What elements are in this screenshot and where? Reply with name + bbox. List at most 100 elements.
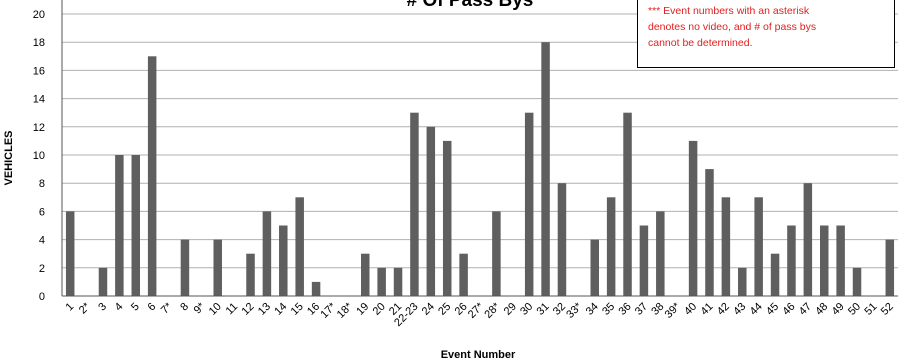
y-tick-label: 12 [33, 122, 45, 134]
bar-47 [803, 183, 813, 296]
x-tick-label: 10 [207, 301, 224, 318]
bar-4 [115, 155, 124, 296]
bar-32 [557, 183, 567, 296]
x-tick-label: 37 [633, 301, 650, 318]
x-tick-label: 31 [535, 301, 552, 318]
bar-37 [639, 225, 649, 296]
axes [61, 0, 898, 297]
bar-16 [311, 281, 321, 296]
x-tick-label: 1 [64, 301, 77, 314]
bar-46 [787, 225, 796, 296]
y-tick-label: 16 [33, 65, 45, 77]
bars [65, 42, 895, 297]
chart-title: # Of Pass Bys [406, 0, 534, 11]
bar-14 [279, 225, 288, 296]
x-tick-label: 13 [256, 301, 273, 318]
x-tick-label: 44 [748, 301, 765, 318]
x-tick-label: 42 [715, 301, 732, 318]
y-tick-label: 2 [39, 263, 45, 275]
bar-10 [213, 239, 222, 296]
note-line-1: *** Event numbers with an asterisk [648, 5, 810, 17]
x-tick-label: 29 [502, 301, 519, 318]
x-tick-label: 34 [584, 301, 601, 318]
x-tick-label: 47 [797, 301, 814, 318]
x-tick-label: 20 [371, 301, 388, 318]
bar-21 [393, 267, 403, 296]
x-tick-label: 51 [862, 301, 879, 318]
bar-35 [606, 197, 616, 296]
x-tick-label: 49 [830, 301, 847, 318]
x-tick-label: 36 [617, 301, 634, 318]
x-tick-label: 18* [335, 300, 356, 321]
y-tick-label: 4 [39, 235, 45, 247]
bar-1 [65, 211, 75, 296]
y-tick-label: 0 [39, 291, 45, 303]
x-tick-label: 40 [682, 301, 699, 318]
bar-50 [852, 267, 862, 296]
x-tick-label: 3 [96, 301, 109, 314]
bar-52 [885, 239, 895, 296]
bar-15 [295, 197, 304, 296]
bar-31 [541, 42, 550, 297]
x-tick-label: 14 [272, 301, 289, 318]
y-tick-label: 8 [39, 178, 45, 190]
x-tick-label: 39* [663, 300, 684, 321]
x-tick-label: 15 [289, 301, 306, 318]
bar-12 [246, 253, 255, 296]
y-tick-label: 20 [33, 9, 45, 21]
x-tick-label: 45 [764, 301, 781, 318]
x-tick-label: 41 [698, 301, 715, 318]
x-tick-label: 19 [354, 301, 371, 318]
bar-20 [377, 267, 386, 296]
x-tick-label: 6 [145, 301, 158, 314]
bar-22-23 [410, 112, 419, 296]
bar-40 [688, 140, 698, 296]
x-tick-label: 4 [113, 301, 126, 314]
x-axis-title: Event Number [441, 349, 516, 361]
bar-38 [656, 211, 665, 296]
x-tick-label: 30 [518, 301, 535, 318]
annotation-note: *** Event numbers with an asterisk denot… [637, 0, 895, 68]
y-axis-title: VEHICLES [3, 130, 15, 185]
x-tick-label: 26 [453, 301, 470, 318]
bar-45 [770, 253, 780, 296]
bar-28* [492, 211, 501, 296]
note-line-3: cannot be determined. [648, 37, 753, 49]
x-tick-label: 50 [846, 301, 863, 318]
x-tick-label: 7* [159, 300, 175, 316]
bar-25 [442, 140, 452, 296]
x-tick-label: 52 [879, 301, 896, 318]
bar-48 [819, 225, 829, 296]
x-tick-label: 46 [780, 301, 797, 318]
bar-36 [623, 112, 632, 296]
x-tick-label: 11 [224, 301, 241, 318]
bar-6 [147, 56, 157, 296]
x-tick-label: 9* [192, 300, 208, 316]
x-tick-label: 38 [649, 301, 666, 318]
bar-8 [180, 239, 190, 296]
bar-42 [721, 197, 731, 296]
x-tick-label: 32 [551, 301, 568, 318]
bar-13 [262, 211, 272, 296]
x-tick-label: 24 [420, 301, 437, 318]
bar-41 [705, 169, 714, 296]
bar-24 [426, 126, 436, 296]
x-tick-label: 8 [178, 301, 191, 314]
x-tick-label: 28* [482, 300, 503, 321]
y-tick-label: 6 [39, 206, 45, 218]
bar-34 [590, 239, 599, 296]
bar-26 [459, 253, 468, 296]
y-tick-label: 10 [33, 150, 45, 162]
x-tick-label: 48 [813, 301, 830, 318]
bar-3 [98, 267, 108, 296]
x-tick-label: 2* [77, 300, 93, 316]
x-tick-label: 43 [731, 301, 748, 318]
x-tick-label: 12 [239, 301, 256, 318]
bar-19 [361, 253, 370, 296]
y-tick-labels: 0 2 4 6 8 10 12 14 16 18 20 [33, 9, 45, 303]
x-tick-label: 33* [564, 300, 585, 321]
bar-5 [131, 155, 141, 296]
